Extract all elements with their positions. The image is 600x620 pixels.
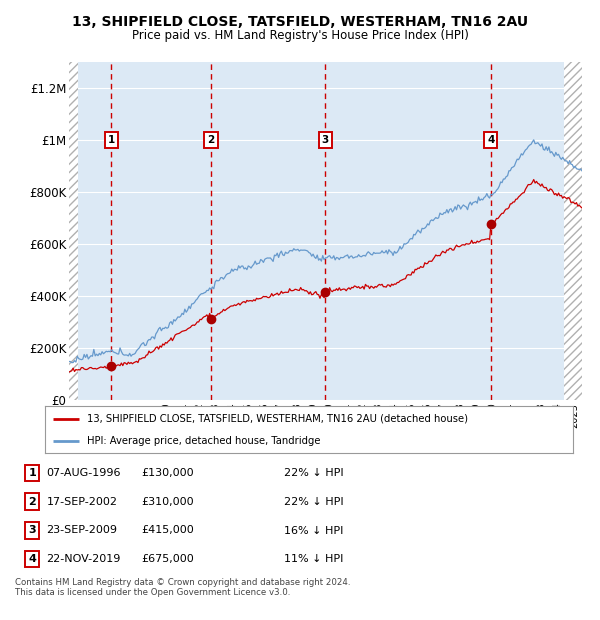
Text: 22-NOV-2019: 22-NOV-2019	[47, 554, 121, 564]
Text: 11% ↓ HPI: 11% ↓ HPI	[284, 554, 344, 564]
Text: £675,000: £675,000	[141, 554, 194, 564]
Text: Contains HM Land Registry data © Crown copyright and database right 2024.
This d: Contains HM Land Registry data © Crown c…	[15, 578, 350, 597]
Text: £415,000: £415,000	[141, 526, 194, 536]
Bar	[69, 62, 79, 400]
Text: £130,000: £130,000	[141, 468, 194, 478]
Text: 13, SHIPFIELD CLOSE, TATSFIELD, WESTERHAM, TN16 2AU (detached house): 13, SHIPFIELD CLOSE, TATSFIELD, WESTERHA…	[87, 414, 468, 423]
Text: 22% ↓ HPI: 22% ↓ HPI	[284, 497, 344, 507]
Text: 16% ↓ HPI: 16% ↓ HPI	[284, 526, 344, 536]
Text: 4: 4	[487, 135, 494, 145]
Text: £310,000: £310,000	[141, 497, 194, 507]
Text: Price paid vs. HM Land Registry's House Price Index (HPI): Price paid vs. HM Land Registry's House …	[131, 29, 469, 42]
Text: 3: 3	[322, 135, 329, 145]
Text: 2: 2	[28, 497, 36, 507]
Text: 3: 3	[28, 526, 36, 536]
Text: HPI: Average price, detached house, Tandridge: HPI: Average price, detached house, Tand…	[87, 436, 321, 446]
Text: 22% ↓ HPI: 22% ↓ HPI	[284, 468, 344, 478]
Text: 07-AUG-1996: 07-AUG-1996	[47, 468, 121, 478]
Text: 13, SHIPFIELD CLOSE, TATSFIELD, WESTERHAM, TN16 2AU: 13, SHIPFIELD CLOSE, TATSFIELD, WESTERHA…	[72, 16, 528, 30]
Text: 4: 4	[28, 554, 36, 564]
Text: 1: 1	[28, 468, 36, 478]
Text: 23-SEP-2009: 23-SEP-2009	[47, 526, 118, 536]
Text: 17-SEP-2002: 17-SEP-2002	[47, 497, 118, 507]
Text: 2: 2	[208, 135, 215, 145]
Text: 1: 1	[108, 135, 115, 145]
Bar	[565, 62, 582, 400]
